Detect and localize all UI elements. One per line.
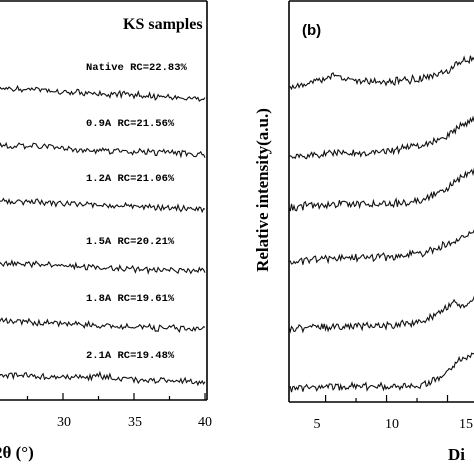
panel-a: KS samples Native RC=22.83% 0.9A RC=21.5… xyxy=(0,0,212,462)
panel-a-trace-3 xyxy=(0,197,206,214)
panel-a-tick-label-30: 30 xyxy=(57,415,71,430)
rc-label-native: Native RC=22.83% xyxy=(86,62,188,74)
panel-b-x-ticks xyxy=(324,395,449,402)
panel-a-tick-label-40: 40 xyxy=(198,415,212,430)
panel-a-trace-4 xyxy=(0,259,206,275)
panel-b-tick-label-15: 15 xyxy=(459,417,473,432)
panel-a-x-axis-label: 2θ (°) xyxy=(0,443,34,462)
panel-a-traces xyxy=(0,84,206,387)
panel-b-x-axis-label: Di xyxy=(448,445,465,464)
panel-b-trace-3 xyxy=(288,167,474,212)
rc-label-2.1a: 2.1A RC=19.48% xyxy=(86,350,175,362)
panel-a-tick-label-35: 35 xyxy=(128,415,142,430)
panel-a-x-ticks xyxy=(26,393,206,400)
panel-b-label: (b) xyxy=(302,22,321,39)
panel-a-trace-5 xyxy=(0,317,206,334)
rc-label-1.8a: 1.8A RC=19.61% xyxy=(86,293,175,305)
panel-a-trace-6 xyxy=(0,370,206,387)
panel-b-tick-label-10: 10 xyxy=(385,417,399,432)
rc-label-1.2a: 1.2A RC=21.06% xyxy=(86,173,175,185)
panel-b: (b) 5 10 15 Di Relative intensity(a.u.) xyxy=(253,0,474,464)
rc-label-0.9a: 0.9A RC=21.56% xyxy=(86,118,175,130)
panel-b-trace-6 xyxy=(288,352,474,393)
panel-a-title: KS samples xyxy=(123,16,203,33)
panel-b-y-axis-label: Relative intensity(a.u.) xyxy=(253,108,272,272)
panel-b-traces xyxy=(288,55,474,393)
panel-a-trace-2 xyxy=(0,141,206,159)
panel-b-trace-4 xyxy=(288,229,474,265)
panel-b-trace-2 xyxy=(288,115,474,160)
panel-b-trace-1 xyxy=(288,55,474,91)
panel-a-trace-1 xyxy=(0,84,206,102)
panel-b-trace-5 xyxy=(288,295,474,334)
rc-label-1.5a: 1.5A RC=20.21% xyxy=(86,236,175,248)
panel-b-tick-label-5: 5 xyxy=(314,417,321,432)
